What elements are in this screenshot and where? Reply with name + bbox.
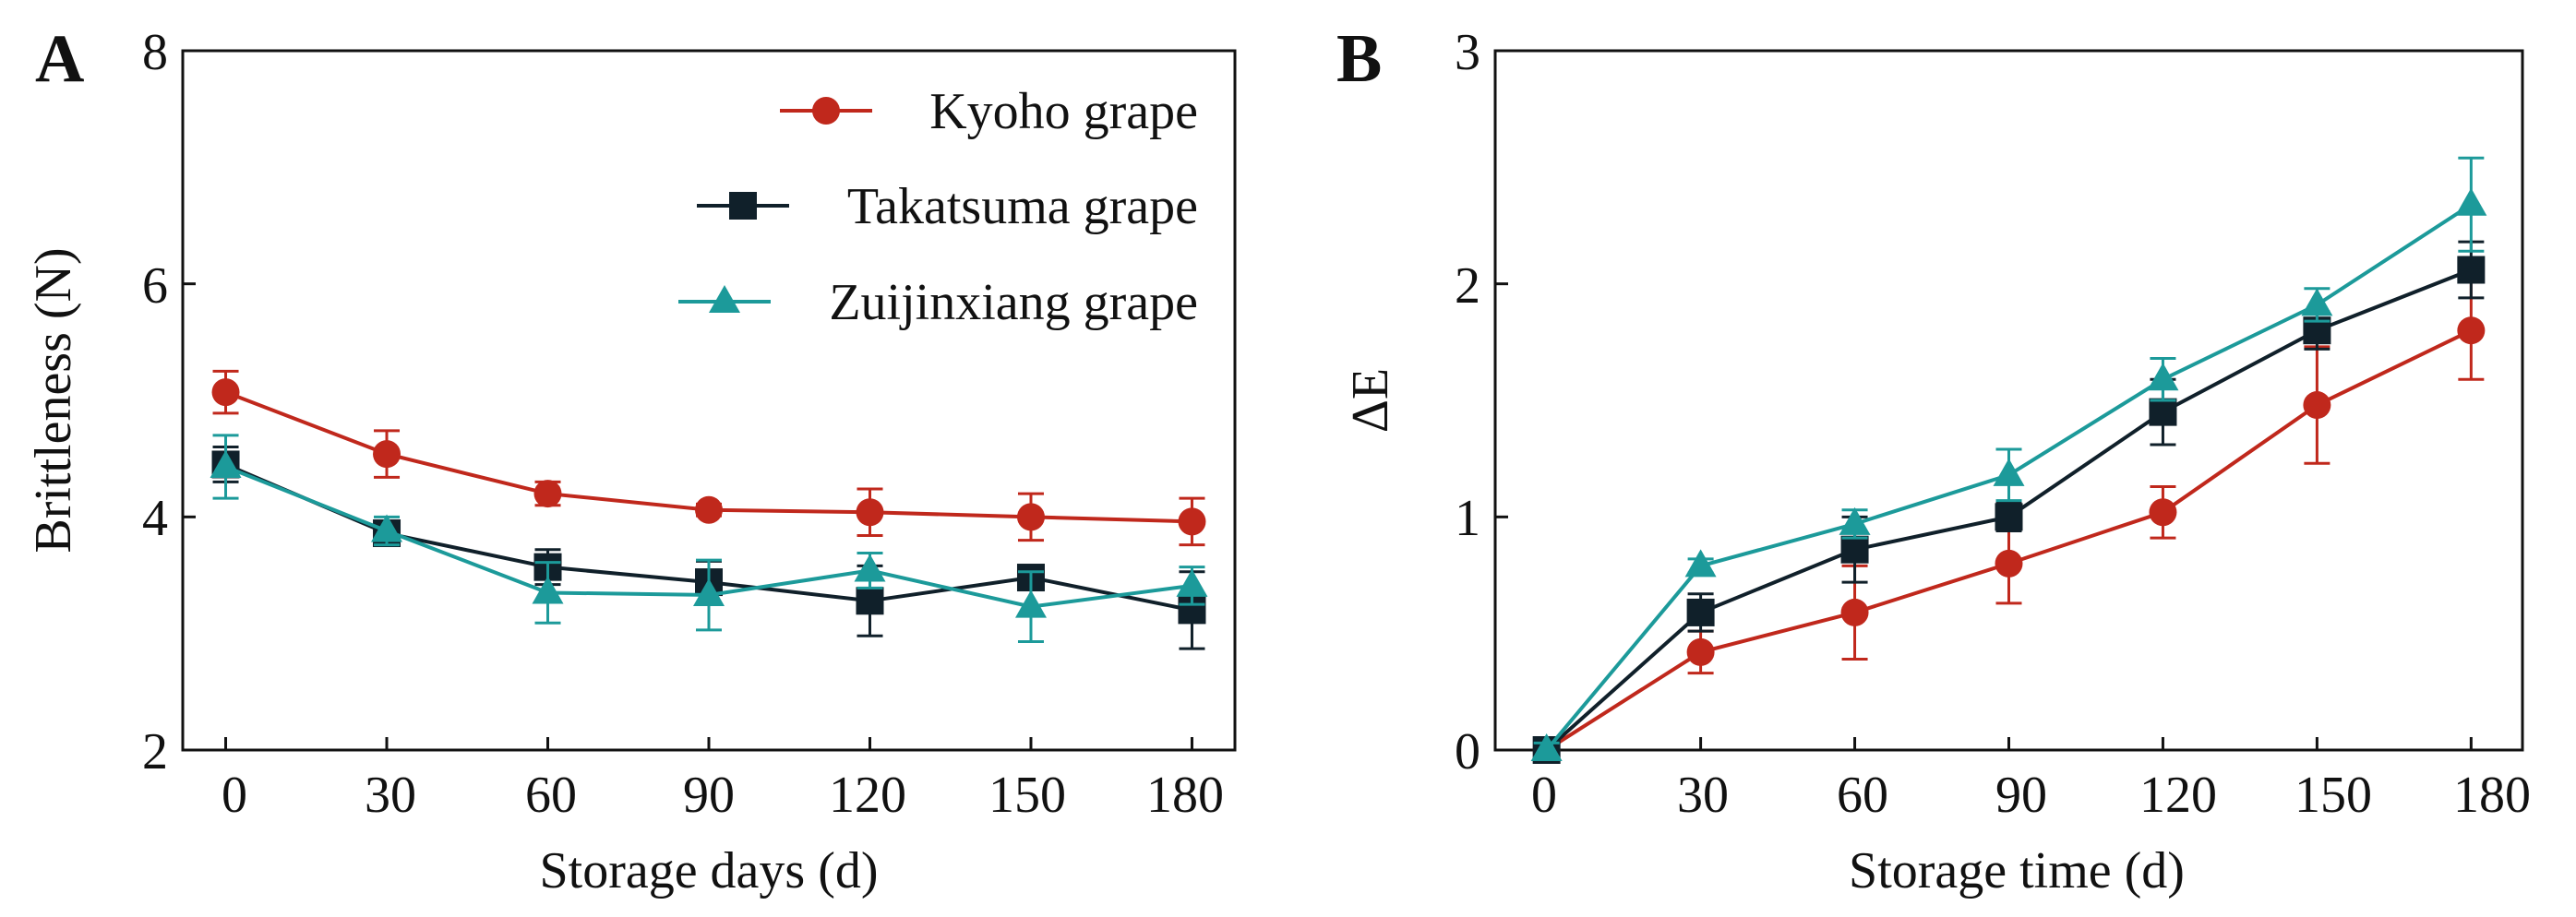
panel-b-y-tick-label: 0 (1455, 723, 1480, 780)
panel-a-x-tick-label: 0 (222, 767, 247, 824)
series-kyoho (211, 369, 1206, 547)
panel-b-x-tick-label: 180 (2453, 767, 2531, 824)
data-point-zuijinxiang (532, 576, 564, 604)
data-point-kyoho (2303, 391, 2331, 420)
data-point-kyoho (1840, 598, 1869, 626)
data-point-takatsuma (1995, 503, 2023, 531)
data-point-kyoho (1995, 549, 2023, 578)
panel-a-x-axis-title: Storage days (d) (539, 842, 878, 899)
data-point-zuijinxiang (1530, 733, 1563, 761)
panel-a-ticks (183, 49, 1193, 752)
data-point-zuijinxiang (1839, 506, 1871, 535)
panel-b-x-tick-label: 90 (1995, 767, 2047, 824)
panel-b-y-tick-label: 3 (1455, 24, 1480, 81)
panel-b-y-tick-label: 1 (1455, 490, 1480, 547)
data-point-takatsuma (2457, 256, 2486, 284)
panel-a-y-tick-label: 2 (142, 723, 168, 780)
data-point-zuijinxiang (371, 514, 403, 542)
data-point-zuijinxiang (854, 554, 886, 582)
data-point-zuijinxiang (1684, 549, 1717, 578)
panel-a: A 2 4 6 8 0 30 60 90 120 150 180 Storage… (25, 21, 1237, 899)
panel-b-y-axis-title: ΔE (1342, 368, 1399, 433)
legend-label-takatsuma: Takatsuma grape (847, 178, 1198, 235)
panel-a-y-tick-label: 6 (142, 257, 168, 315)
panel-a-x-tick-label: 30 (365, 767, 416, 824)
panel-a-series (210, 369, 1208, 650)
panel-b-x-tick-label: 30 (1677, 767, 1729, 824)
data-point-zuijinxiang (1014, 590, 1047, 618)
panel-a-x-tick-label: 120 (829, 767, 906, 824)
series-zuijinxiang (210, 434, 1208, 644)
data-point-kyoho (1686, 637, 1715, 666)
data-point-takatsuma (2149, 398, 2177, 426)
legend-label-kyoho: Kyoho grape (929, 83, 1198, 140)
data-point-zuijinxiang (2301, 288, 2333, 316)
data-point-kyoho (1178, 507, 1206, 536)
panel-a-x-tick-label: 60 (525, 767, 577, 824)
data-point-kyoho (373, 440, 401, 469)
legend-item-kyoho: Kyoho grape (780, 83, 1198, 140)
panel-b-x-tick-label: 0 (1531, 767, 1557, 824)
data-point-zuijinxiang (1993, 458, 2025, 486)
panel-b-x-tick-label: 120 (2139, 767, 2217, 824)
legend-marker-kyoho (812, 97, 840, 125)
panel-b-x-tick-label: 150 (2294, 767, 2372, 824)
data-point-zuijinxiang (1176, 568, 1208, 597)
panel-b-label: B (1336, 21, 1382, 97)
legend-item-zuijinxiang: Zuijinxiang grape (678, 274, 1198, 331)
panel-b: B 0 1 2 3 0 30 60 90 120 150 180 Storage… (1336, 21, 2531, 899)
data-point-zuijinxiang (210, 450, 242, 479)
panel-b-series (1530, 156, 2487, 764)
data-point-takatsuma (856, 587, 884, 615)
panel-a-frame (181, 49, 1237, 752)
data-point-kyoho (533, 480, 562, 508)
series-zuijinxiang (1530, 156, 2487, 761)
panel-a-y-tick-label: 8 (142, 24, 168, 81)
data-point-takatsuma (1840, 535, 1869, 564)
legend-label-zuijinxiang: Zuijinxiang grape (829, 274, 1198, 331)
panel-a-label: A (35, 21, 84, 97)
data-point-zuijinxiang (2455, 187, 2487, 216)
panel-b-y-tick-label: 2 (1455, 257, 1480, 315)
data-point-zuijinxiang (2147, 363, 2179, 391)
data-point-zuijinxiang (693, 578, 725, 606)
data-point-kyoho (211, 378, 240, 407)
legend: Kyoho grape Takatsuma grape Zuijinxiang … (678, 83, 1198, 331)
panel-a-x-tick-label: 150 (988, 767, 1066, 824)
panel-a-y-axis-title: Brittleness (N) (25, 247, 82, 553)
legend-item-takatsuma: Takatsuma grape (697, 178, 1198, 235)
data-point-kyoho (695, 495, 723, 524)
data-point-kyoho (2149, 498, 2177, 527)
panel-b-x-axis-title: Storage time (d) (1849, 842, 2185, 899)
panel-a-x-tick-label: 90 (683, 767, 735, 824)
data-point-kyoho (2457, 316, 2486, 345)
data-point-kyoho (1016, 503, 1045, 531)
data-point-kyoho (856, 498, 884, 527)
series-takatsuma (1532, 240, 2486, 764)
data-point-takatsuma (1686, 598, 1715, 626)
legend-marker-zuijinxiang (709, 285, 740, 313)
panel-a-y-tick-label: 4 (142, 490, 168, 547)
panel-b-x-tick-label: 60 (1837, 767, 1888, 824)
legend-marker-takatsuma (729, 192, 757, 220)
panel-b-frame (1493, 49, 2524, 752)
panel-a-x-tick-label: 180 (1146, 767, 1224, 824)
